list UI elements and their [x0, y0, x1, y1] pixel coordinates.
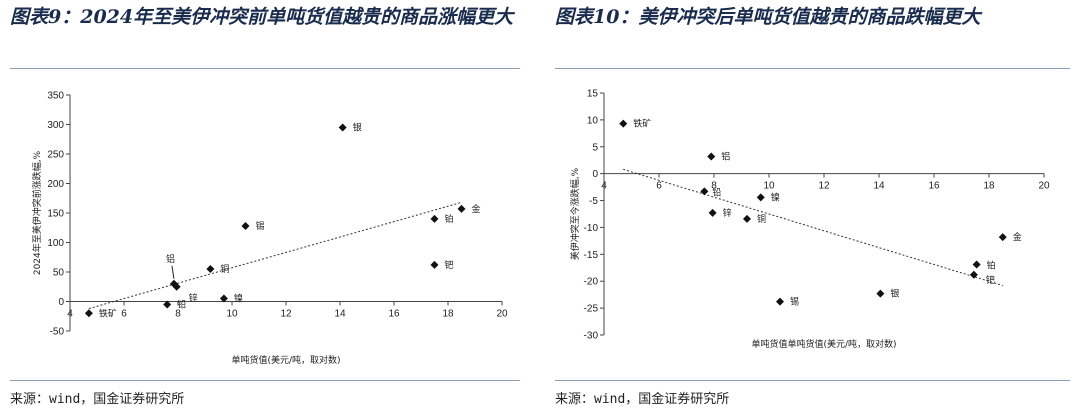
point-label-锌: 锌: [189, 292, 198, 304]
scatter-chart-right: -30 -25 -20 -15 -10 -5 0 5 10 15 4 6 8 10 12 14 16 18 20 美伊…: [569, 89, 1050, 351]
data-point-镍: [756, 193, 765, 202]
x-tick-label-left: 18: [442, 309, 454, 320]
x-tick-label-right: 4: [601, 181, 607, 192]
point-label-锡: 锡: [790, 297, 799, 308]
data-point-铁矿: [84, 309, 93, 318]
data-point-银: [876, 289, 885, 298]
chart-title-right: 图表10：美伊冲突后单吨货值越贵的商品跌幅更大: [555, 6, 981, 28]
x-tick-label-left: 8: [175, 309, 181, 320]
data-point-铅: [700, 187, 709, 196]
point-label-锡: 锡: [256, 221, 265, 232]
x-axis-title-right: 单吨货值单吨货值(美元/吨，取对数): [751, 338, 896, 350]
point-label-银: 银: [890, 288, 899, 300]
x-axis-title-left: 单吨货值(美元/吨，取对数): [231, 354, 340, 366]
y-tick-label-left: 350: [47, 91, 64, 102]
point-label-铜: 铜: [220, 263, 229, 275]
data-point-铅: [163, 300, 172, 309]
point-label-钯: 钯: [986, 274, 995, 286]
y-tick-label-left: 150: [47, 209, 64, 220]
y-tick-label-left: 100: [47, 238, 64, 249]
point-label-镍: 镍: [771, 191, 780, 203]
y-tick-label-right: -25: [584, 304, 599, 315]
data-point-锡: [241, 221, 250, 230]
point-label-银: 银: [353, 121, 362, 133]
y-tick-label-left: 50: [53, 268, 65, 279]
x-tick-label-left: 12: [280, 309, 292, 320]
y-axis-title-right: 美伊冲突至今涨跌幅,%: [569, 167, 581, 260]
point-label-铝: 铝: [166, 253, 175, 265]
trendline-left: [88, 201, 462, 310]
title-divider-left: [10, 68, 520, 69]
data-point-锌: [172, 282, 181, 291]
y-tick-label-right: -30: [584, 331, 599, 342]
y-tick-label-left: 250: [47, 150, 64, 161]
leader-line-铝: [171, 265, 175, 279]
point-label-镍: 镍: [234, 293, 243, 305]
source-note-right: 来源：wind，国金证券研究所: [555, 392, 730, 407]
x-tick-label-left: 16: [388, 309, 400, 320]
title-divider-right: [555, 68, 1070, 69]
x-tick-label-left: 10: [226, 309, 238, 320]
point-label-铅: 铅: [712, 186, 721, 198]
y-tick-label-right: -15: [584, 250, 599, 261]
y-tick-label-left: 300: [47, 120, 64, 131]
x-tick-label-right: 18: [983, 181, 995, 192]
data-point-银: [338, 123, 347, 132]
y-tick-label-right: -10: [584, 223, 599, 234]
data-point-铜: [206, 265, 215, 274]
y-tick-label-right: 0: [592, 169, 598, 180]
y-tick-label-right: -20: [584, 277, 599, 288]
point-label-钯: 钯: [445, 259, 454, 271]
x-tick-label-left: 14: [334, 309, 346, 320]
data-point-锡: [776, 297, 784, 306]
point-label-金: 金: [1013, 231, 1022, 243]
source-divider-left: [10, 380, 520, 381]
point-label-金: 金: [472, 203, 481, 215]
x-tick-label-left: 6: [121, 309, 127, 320]
data-point-锌: [708, 208, 717, 217]
x-tick-label-right: 8: [711, 181, 717, 192]
data-point-铝: [707, 152, 716, 161]
y-axis-title-left: 2024年至美伊冲突前涨跌幅,%: [31, 150, 43, 275]
data-point-金: [998, 233, 1007, 242]
y-tick-label-left: -50: [50, 327, 65, 338]
point-label-锌: 锌: [723, 207, 732, 219]
x-tick-label-right: 16: [928, 181, 940, 192]
x-tick-label-right: 6: [656, 181, 662, 192]
y-tick-label-right: 15: [587, 89, 599, 100]
y-tick-label-right: 10: [587, 115, 599, 126]
data-point-铂: [972, 260, 981, 269]
point-label-铅: 铅: [177, 298, 186, 310]
data-point-镍: [219, 294, 228, 303]
chart-title-left: 图表9：2024年至美伊冲突前单吨货值越贵的商品涨幅更大: [10, 6, 514, 28]
point-label-铂: 铂: [445, 213, 454, 225]
y-tick-label-left: 0: [58, 297, 64, 308]
x-tick-label-left: 20: [496, 309, 508, 320]
trendline-right: [623, 168, 1003, 287]
point-label-铁矿: 铁矿: [99, 307, 117, 319]
data-point-金: [457, 204, 466, 213]
x-tick-label-right: 12: [818, 181, 830, 192]
data-point-铂: [430, 214, 439, 223]
source-note-left: 来源：wind，国金证券研究所: [10, 392, 185, 407]
point-label-铂: 铂: [987, 260, 996, 272]
data-point-钯: [430, 260, 439, 269]
y-tick-label-right: -5: [589, 196, 598, 207]
y-tick-label-left: 200: [47, 179, 64, 190]
x-tick-label-left: 4: [67, 309, 73, 320]
data-point-铜: [743, 214, 751, 223]
point-label-铜: 铜: [757, 213, 766, 225]
x-tick-label-right: 10: [763, 181, 775, 192]
point-label-铁矿: 铁矿: [633, 118, 651, 130]
data-point-钯: [969, 270, 978, 279]
x-tick-label-right: 20: [1038, 181, 1050, 192]
y-tick-label-right: 5: [592, 142, 598, 153]
x-tick-label-right: 14: [873, 181, 885, 192]
point-label-铝: 铝: [721, 150, 730, 162]
source-divider-right: [555, 380, 1070, 381]
data-point-铁矿: [619, 119, 628, 128]
